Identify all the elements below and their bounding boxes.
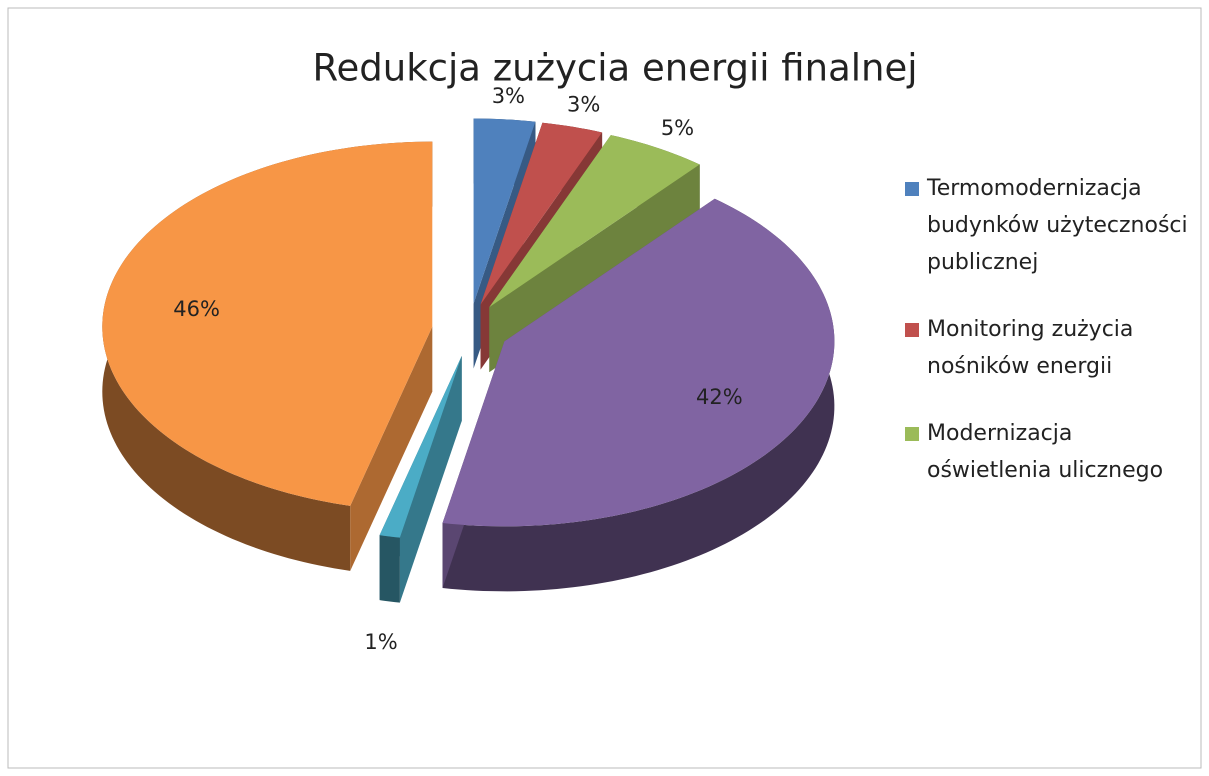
slice-side xyxy=(379,535,400,603)
legend-label: Termomodernizacja budynków użyteczności … xyxy=(927,176,1188,275)
legend-item: Termomodernizacja budynków użyteczności … xyxy=(905,170,1195,281)
pie-slice xyxy=(489,135,700,308)
pie-slice xyxy=(442,198,835,527)
pie-slice xyxy=(480,122,603,305)
pie-slice xyxy=(473,118,536,304)
legend-swatch xyxy=(905,427,919,441)
legend-swatch xyxy=(905,323,919,337)
slice-side xyxy=(399,355,462,603)
legend: Termomodernizacja budynków użyteczności … xyxy=(905,170,1195,519)
data-label: 3% xyxy=(567,92,600,116)
legend-label: Monitoring zużycia nośników energii xyxy=(927,317,1134,379)
data-label: 42% xyxy=(696,385,743,409)
legend-item: Monitoring zużycia nośników energii xyxy=(905,311,1195,385)
pie-slice xyxy=(102,141,433,506)
data-label: 1% xyxy=(364,630,397,654)
slice-side xyxy=(350,326,433,571)
chart-title: Redukcja zużycia energii finalnej xyxy=(312,47,917,90)
legend-swatch xyxy=(905,182,919,196)
data-label: 46% xyxy=(173,297,220,321)
legend-item: Modernizacja oświetlenia ulicznego xyxy=(905,415,1195,489)
data-label: 5% xyxy=(661,116,694,140)
pie-slice xyxy=(379,355,462,538)
legend-label: Modernizacja oświetlenia ulicznego xyxy=(927,421,1164,483)
slice-side xyxy=(442,198,835,592)
data-label: 3% xyxy=(492,84,525,108)
